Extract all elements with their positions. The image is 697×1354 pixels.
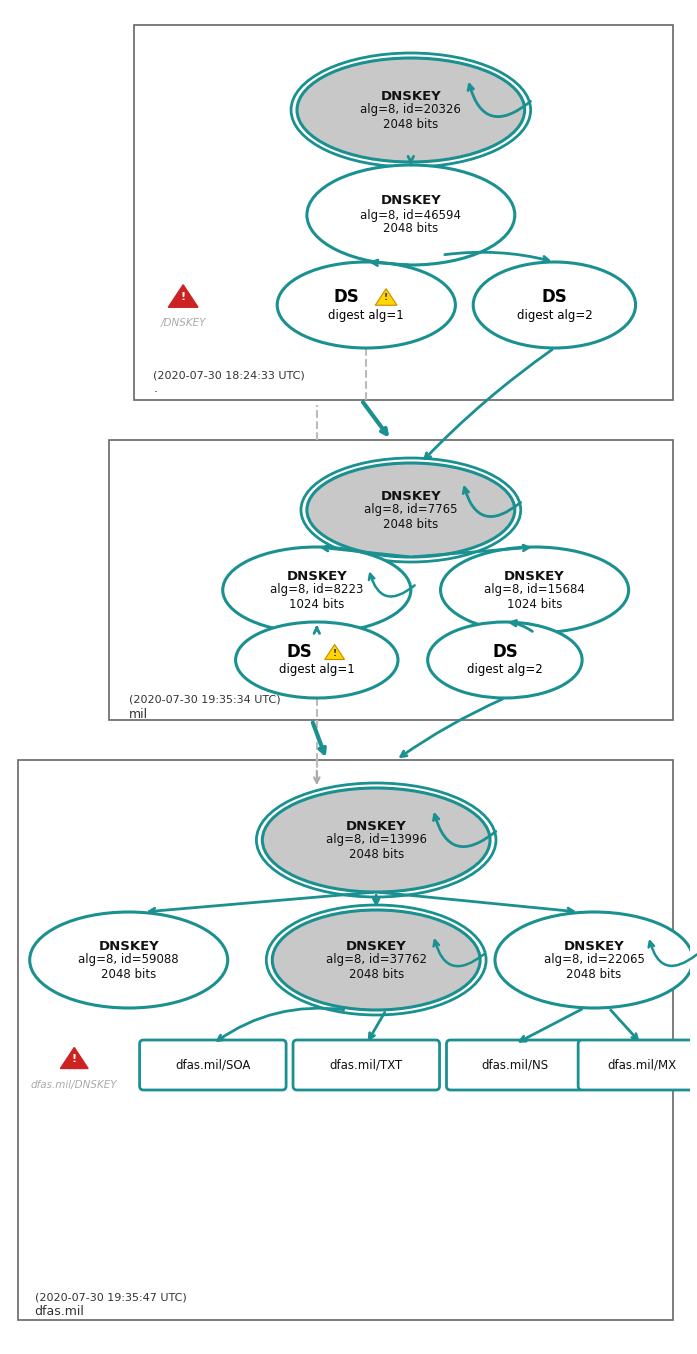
Text: DNSKEY: DNSKEY <box>381 490 441 502</box>
Text: DNSKEY: DNSKEY <box>504 570 565 582</box>
Text: DS: DS <box>334 288 360 306</box>
Text: DNSKEY: DNSKEY <box>381 195 441 207</box>
Text: 2048 bits: 2048 bits <box>348 968 404 980</box>
FancyBboxPatch shape <box>139 1040 286 1090</box>
Text: 2048 bits: 2048 bits <box>383 118 438 130</box>
Text: !: ! <box>332 649 337 658</box>
Text: DS: DS <box>492 643 518 661</box>
Ellipse shape <box>223 547 411 634</box>
Text: DNSKEY: DNSKEY <box>346 819 406 833</box>
Text: dfas.mil/DNSKEY: dfas.mil/DNSKEY <box>31 1080 118 1090</box>
Text: DNSKEY: DNSKEY <box>98 940 159 952</box>
Ellipse shape <box>273 910 480 1010</box>
Text: dfas.mil/TXT: dfas.mil/TXT <box>330 1059 403 1071</box>
Text: digest alg=1: digest alg=1 <box>279 663 355 677</box>
Bar <box>134 24 673 399</box>
Text: mil: mil <box>129 708 148 720</box>
Text: !: ! <box>181 292 185 302</box>
Text: 2048 bits: 2048 bits <box>348 848 404 861</box>
Text: alg=8, id=20326: alg=8, id=20326 <box>360 103 461 116</box>
Text: /DNSKEY: /DNSKEY <box>160 318 206 328</box>
Text: dfas.mil/SOA: dfas.mil/SOA <box>175 1059 250 1071</box>
Text: !: ! <box>72 1053 77 1064</box>
Text: 1024 bits: 1024 bits <box>289 597 344 611</box>
Ellipse shape <box>428 621 582 699</box>
Text: DS: DS <box>286 643 312 661</box>
Polygon shape <box>61 1048 88 1068</box>
Text: DNSKEY: DNSKEY <box>346 940 406 952</box>
Text: DNSKEY: DNSKEY <box>286 570 347 582</box>
Polygon shape <box>325 645 344 659</box>
Polygon shape <box>375 288 397 305</box>
Bar <box>109 440 673 720</box>
Text: !: ! <box>384 294 388 302</box>
Text: alg=8, id=15684: alg=8, id=15684 <box>484 584 585 597</box>
Text: alg=8, id=59088: alg=8, id=59088 <box>78 953 179 967</box>
Ellipse shape <box>307 463 515 556</box>
Text: 1024 bits: 1024 bits <box>507 597 562 611</box>
Text: alg=8, id=46594: alg=8, id=46594 <box>360 209 461 222</box>
Ellipse shape <box>297 58 525 162</box>
FancyBboxPatch shape <box>447 1040 583 1090</box>
Ellipse shape <box>441 547 629 634</box>
Text: dfas.mil/MX: dfas.mil/MX <box>607 1059 676 1071</box>
Ellipse shape <box>30 913 228 1007</box>
Text: .: . <box>153 382 158 395</box>
Text: alg=8, id=7765: alg=8, id=7765 <box>364 504 458 516</box>
Text: dfas.mil/NS: dfas.mil/NS <box>481 1059 549 1071</box>
Text: digest alg=2: digest alg=2 <box>467 663 543 677</box>
Text: DNSKEY: DNSKEY <box>564 940 625 952</box>
Text: alg=8, id=8223: alg=8, id=8223 <box>270 584 363 597</box>
Ellipse shape <box>262 788 490 892</box>
Text: (2020-07-30 18:24:33 UTC): (2020-07-30 18:24:33 UTC) <box>153 370 305 380</box>
Polygon shape <box>168 284 198 307</box>
Text: DNSKEY: DNSKEY <box>381 89 441 103</box>
Text: alg=8, id=22065: alg=8, id=22065 <box>544 953 645 967</box>
Text: (2020-07-30 19:35:47 UTC): (2020-07-30 19:35:47 UTC) <box>35 1292 186 1303</box>
Ellipse shape <box>277 263 455 348</box>
Text: 2048 bits: 2048 bits <box>101 968 156 980</box>
Text: DS: DS <box>542 288 567 306</box>
Bar <box>18 760 673 1320</box>
Text: 2048 bits: 2048 bits <box>383 517 438 531</box>
Text: alg=8, id=13996: alg=8, id=13996 <box>325 834 427 846</box>
Text: alg=8, id=37762: alg=8, id=37762 <box>325 953 427 967</box>
Text: digest alg=1: digest alg=1 <box>328 309 404 321</box>
Ellipse shape <box>307 165 515 265</box>
Text: (2020-07-30 19:35:34 UTC): (2020-07-30 19:35:34 UTC) <box>129 695 280 705</box>
Ellipse shape <box>473 263 636 348</box>
Ellipse shape <box>236 621 398 699</box>
FancyBboxPatch shape <box>293 1040 440 1090</box>
Text: digest alg=2: digest alg=2 <box>516 309 592 321</box>
Ellipse shape <box>495 913 693 1007</box>
Text: 2048 bits: 2048 bits <box>383 222 438 236</box>
Text: 2048 bits: 2048 bits <box>567 968 622 980</box>
Text: dfas.mil: dfas.mil <box>35 1305 84 1317</box>
FancyBboxPatch shape <box>578 1040 697 1090</box>
